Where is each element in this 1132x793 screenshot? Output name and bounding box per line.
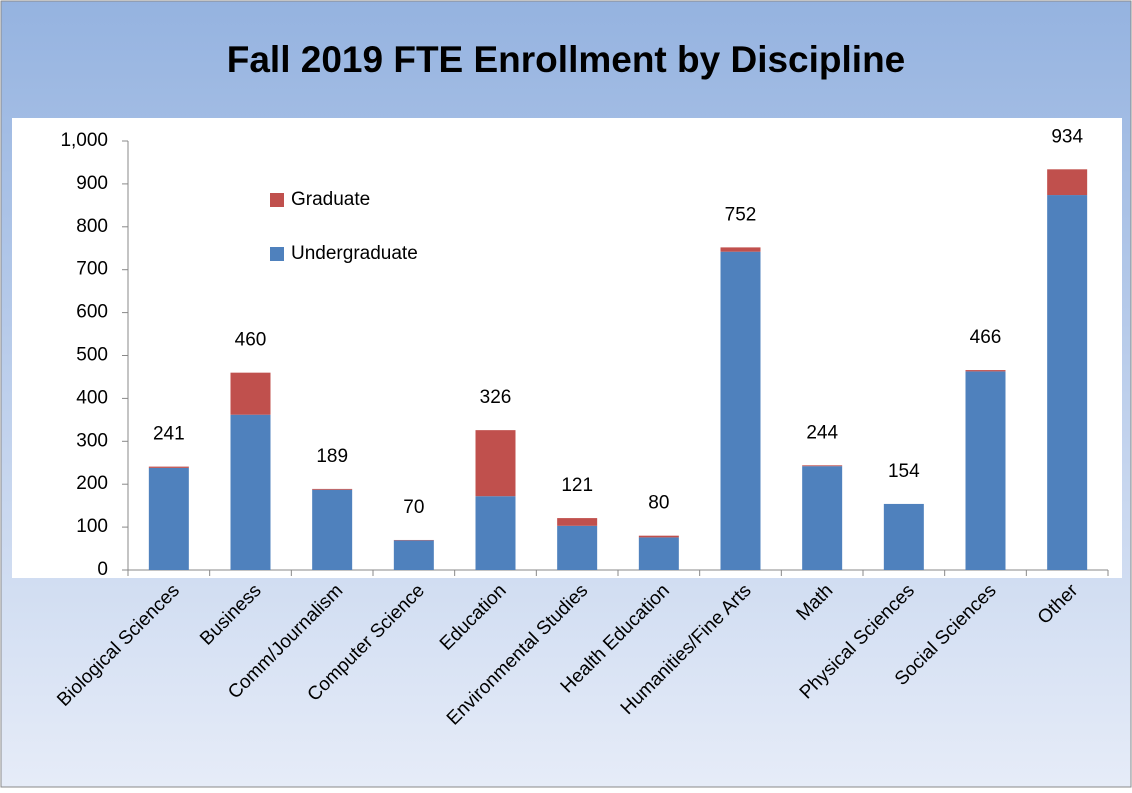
bar-segment: [1047, 195, 1087, 570]
bar-segment: [231, 415, 271, 570]
legend-swatch: [270, 193, 284, 207]
bar-segment: [884, 504, 924, 570]
bar-segment: [802, 465, 842, 466]
y-tick-label: 900: [76, 173, 108, 194]
bar-segment: [312, 490, 352, 570]
y-tick-label: 0: [97, 559, 108, 580]
y-tick-label: 800: [76, 216, 108, 237]
total-label: 241: [153, 424, 185, 445]
y-tick-label: 500: [76, 345, 108, 366]
legend-swatch: [270, 247, 284, 261]
bar-segment: [639, 537, 679, 570]
bar-segment: [231, 373, 271, 415]
total-label: 244: [806, 422, 838, 443]
total-label: 460: [235, 330, 267, 351]
total-label: 154: [888, 461, 920, 482]
bar-segment: [639, 536, 679, 538]
total-label: 934: [1051, 126, 1083, 147]
bar-segment: [966, 370, 1006, 371]
total-label: 70: [403, 497, 424, 518]
y-tick-label: 100: [76, 516, 108, 537]
chart-title: Fall 2019 FTE Enrollment by Discipline: [227, 39, 906, 80]
y-tick-label: 300: [76, 430, 108, 451]
total-label: 466: [970, 327, 1002, 348]
bar-segment: [721, 252, 761, 570]
legend-label: Graduate: [291, 189, 370, 210]
bar-segment: [802, 466, 842, 570]
bar-segment: [721, 247, 761, 251]
bar-segment: [149, 468, 189, 570]
total-label: 752: [725, 204, 757, 225]
y-tick-label: 200: [76, 473, 108, 494]
bar-segment: [966, 371, 1006, 570]
total-label: 80: [648, 493, 669, 514]
y-tick-label: 600: [76, 302, 108, 323]
bar-segment: [476, 496, 516, 570]
y-tick-label: 700: [76, 259, 108, 280]
bar-segment: [557, 526, 597, 570]
y-tick-label: 400: [76, 387, 108, 408]
bar-segment: [476, 430, 516, 496]
bar-segment: [312, 489, 352, 490]
bar-segment: [557, 518, 597, 526]
bar-segment: [1047, 169, 1087, 195]
total-label: 326: [480, 387, 512, 408]
y-tick-label: 1,000: [60, 130, 108, 151]
bar-segment: [149, 467, 189, 468]
legend-label: Undergraduate: [291, 243, 418, 264]
total-label: 121: [561, 475, 593, 496]
total-label: 189: [316, 446, 348, 467]
bar-segment: [394, 540, 434, 570]
